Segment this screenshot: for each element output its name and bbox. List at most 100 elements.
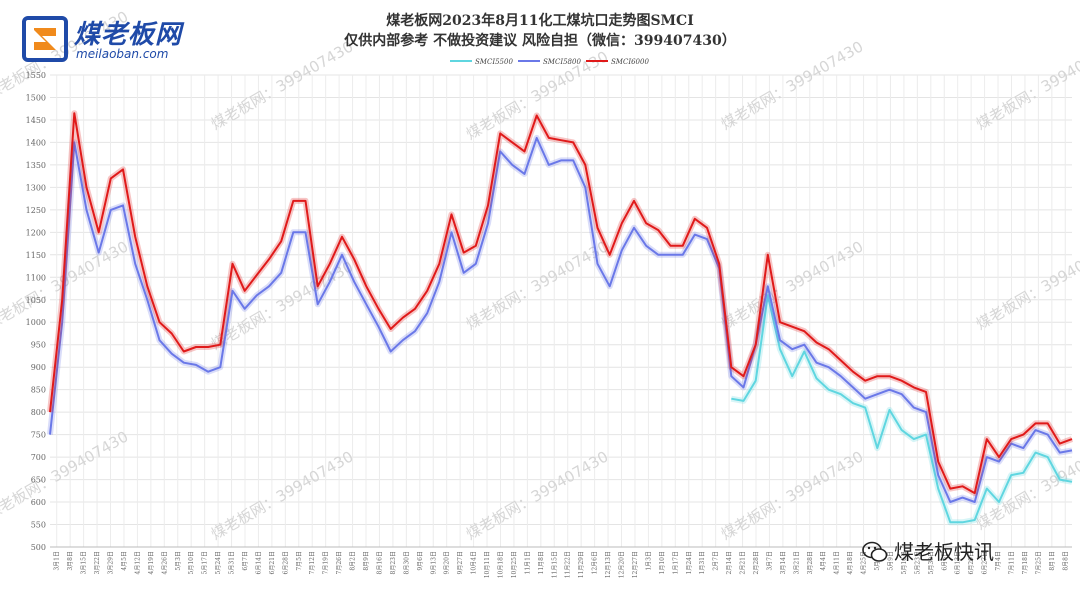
x-tick-label: 11月15日 [551,551,558,578]
y-tick-label: 900 [31,363,46,372]
x-tick-label: 6月6日 [941,551,948,571]
y-tick-label: 550 [31,521,46,530]
x-tick-label: 4月19日 [148,551,155,574]
x-tick-label: 6月28日 [282,551,289,574]
x-tick-label: 5月10日 [188,551,195,574]
watermark-text: 煤老板网：399407430 [463,237,611,333]
x-tick-label: 5月9日 [887,551,894,571]
chart-grid [50,74,1072,548]
x-tick-label: 9月27日 [457,551,464,574]
x-tick-label: 3月21日 [793,551,800,574]
brand-name: 煤老板快讯 [894,540,994,564]
chart-subtitle: 仅供内部参考 不做投资建议 风险自担（微信：399407430） [344,33,736,49]
x-tick-label: 3月28日 [807,551,814,574]
x-tick-label: 2月28日 [753,551,760,574]
x-tick-label: 11月8日 [538,551,545,574]
x-tick-label: 8月9日 [363,551,370,571]
watermark-text: 煤老板网：399407430 [973,37,1080,133]
x-tick-label: 12月27日 [632,551,639,578]
x-tick-label: 2月7日 [713,551,720,571]
x-tick-label: 10月11日 [484,551,491,578]
x-tick-label: 4月26日 [161,551,168,574]
x-tick-label: 10月25日 [511,551,518,578]
x-tick-label: 5月3日 [175,551,182,571]
wechat-icon [862,541,888,562]
y-tick-label: 600 [31,498,46,507]
x-tick-label: 8月16日 [376,551,383,574]
watermark-text: 煤老板网：399407430 [718,447,866,543]
y-tick-label: 1250 [26,206,46,215]
legend-label-smci5800: SMCI5800 [543,58,581,66]
x-tick-label: 4月4日 [820,551,827,571]
x-tick-label: 1月17日 [672,551,679,574]
y-tick-label: 1550 [26,71,46,80]
watermark-layer: 煤老板网：399407430 煤老板网：399407430 煤老板网：3994074… [0,7,1080,543]
y-tick-label: 1100 [26,273,46,282]
y-tick-label: 800 [31,408,46,417]
x-tick-label: 9月20日 [444,551,451,574]
logo-icon [22,16,68,62]
x-tick-label: 5月23日 [914,551,921,574]
x-tick-label: 6月21日 [269,551,276,574]
x-tick-label: 1月24日 [686,551,693,574]
x-tick-label: 7月26日 [336,551,343,574]
y-tick-label: 750 [31,431,46,440]
x-tick-label: 11月1日 [524,551,531,574]
x-tick-label: 1月3日 [645,551,652,571]
x-tick-label: 5月24日 [215,551,222,574]
x-axis: 3月1日 3月8日 3月15日 3月22日 3月29日 4月5日 4月12日 4月19日 4月2… [54,551,1070,578]
watermark-text: 煤老板网：399407430 [0,427,131,523]
series-layer [47,110,1074,526]
y-tick-label: 650 [31,476,46,485]
logo-name: 煤老板网 [74,20,183,50]
x-tick-label: 4月11日 [834,551,841,574]
y-tick-label: 1450 [26,116,46,125]
x-tick-label: 7月4日 [995,551,1002,571]
series-line-smci5500 [731,294,1073,524]
x-tick-label: 4月5日 [121,551,128,571]
x-tick-label: 5月31日 [229,551,236,574]
x-tick-label: 12月13日 [605,551,612,578]
y-tick-label: 1300 [26,183,46,192]
x-tick-label: 4月25日 [861,551,868,574]
watermark-text: 煤老板网：399407430 [973,237,1080,333]
x-tick-label: 6月7日 [242,551,249,571]
x-tick-label: 8月30日 [403,551,410,574]
y-tick-label: 1150 [26,251,46,260]
y-tick-label: 850 [31,386,46,395]
watermark-text: 煤老板网：399407430 [208,447,356,543]
x-tick-label: 3月8日 [67,551,74,571]
x-tick-label: 6月13日 [955,551,962,574]
x-tick-label: 5月16日 [901,551,908,574]
x-tick-label: 3月1日 [54,551,61,571]
x-tick-label: 11月22日 [565,551,572,578]
x-tick-label: 1月31日 [699,551,706,574]
legend-label-smci6000: SMCI6000 [611,58,649,66]
x-tick-label: 7月18日 [1022,551,1029,574]
x-tick-label: 4月12日 [134,551,141,574]
x-tick-label: 5月30日 [928,551,935,574]
x-tick-label: 9月13日 [430,551,437,574]
y-axis: 500 550 600 650 700 750 800 850 900 950 1000 1050 11… [26,71,46,552]
wechat-brand: 煤老板快讯 [862,536,994,565]
y-tick-label: 1050 [26,296,46,305]
x-tick-label: 4月18日 [847,551,854,574]
x-tick-label: 8月23日 [390,551,397,574]
y-tick-label: 1400 [26,138,46,147]
y-tick-label: 1350 [26,161,46,170]
x-tick-label: 6月27日 [982,551,989,574]
chart-legend: SMCI5500 SMCI5800 SMCI6000 [450,58,649,66]
x-tick-label: 12月20日 [619,551,626,578]
x-tick-label: 7月19日 [323,551,330,574]
x-tick-label: 3月29日 [108,551,115,574]
logo: 煤老板网 meilaoban.com [22,14,242,64]
x-tick-label: 10月18日 [497,551,504,578]
x-tick-label: 7月11日 [1008,551,1015,574]
chart-title: 煤老板网2023年8月11化工煤坑口走势图SMCI [386,13,694,29]
y-tick-label: 1200 [26,228,46,237]
y-tick-label: 700 [31,453,46,462]
watermark-text: 煤老板网：399407430 [718,237,866,333]
y-tick-label: 950 [31,341,46,350]
x-tick-label: 2月21日 [740,551,747,574]
x-tick-label: 10月4日 [471,551,478,574]
